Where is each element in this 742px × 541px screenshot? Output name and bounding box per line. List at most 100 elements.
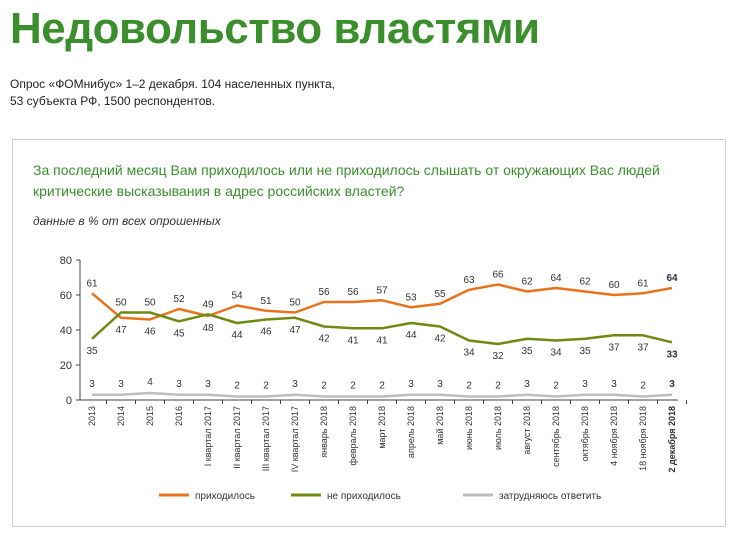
data-label-series-2: 34: [550, 348, 562, 359]
data-label-series-2: 42: [318, 334, 330, 345]
data-label-series-3: 2: [495, 381, 501, 392]
legend-label-2: не приходилось: [327, 491, 401, 502]
data-label-series-3: 2: [263, 381, 269, 392]
data-label-series-2: 37: [637, 342, 649, 353]
data-label-series-3: 2: [379, 381, 385, 392]
data-label-series-3: 3: [669, 379, 675, 390]
y-tick-label: 20: [60, 360, 72, 372]
survey-source: Опрос «ФОМнибус» 1–2 декабря. 104 населе…: [10, 76, 370, 110]
data-label-series-2: 34: [463, 348, 475, 359]
x-tick-label: апрель 2018: [406, 406, 416, 458]
data-label-series-1: 61: [86, 278, 98, 289]
data-label-series-3: 3: [611, 379, 617, 390]
x-tick-label: сентябрь 2018: [551, 406, 561, 467]
data-label-series-3: 3: [408, 379, 414, 390]
data-label-series-1: 53: [405, 292, 417, 303]
data-label-series-3: 4: [147, 377, 153, 388]
data-label-series-2: 49: [202, 299, 214, 310]
data-label-series-1: 54: [231, 291, 243, 302]
data-label-series-2: 35: [86, 346, 98, 357]
data-label-series-3: 2: [350, 381, 356, 392]
y-tick-label: 60: [60, 290, 72, 302]
legend-label-1: приходилось: [195, 491, 255, 502]
x-tick-label: 2015: [145, 406, 155, 426]
unit-note: данные в % от всех опрошенных: [33, 214, 221, 228]
x-tick-label: октябрь 2018: [580, 406, 590, 461]
x-tick-label: август 2018: [522, 406, 532, 455]
x-tick-label: 2013: [87, 406, 97, 426]
data-label-series-1: 60: [608, 280, 620, 291]
x-tick-label: февраль 2018: [348, 406, 358, 466]
data-label-series-2: 46: [260, 327, 272, 338]
page-title: Недовольство властями: [10, 4, 540, 53]
x-tick-label: июнь 2018: [464, 406, 474, 450]
data-label-series-3: 3: [89, 379, 95, 390]
data-label-series-1: 46: [144, 327, 156, 338]
data-label-series-2: 44: [405, 330, 417, 341]
x-tick-label: III квартал 2017: [261, 406, 271, 471]
x-tick-label: 2 декабря 2018: [667, 406, 677, 472]
data-label-series-1: 56: [347, 287, 359, 298]
source-line-2: 53 субъекта РФ, 1500 респондентов.: [10, 94, 216, 108]
legend-label-3: затрудняюсь ответить: [499, 491, 601, 502]
data-label-series-1: 64: [550, 273, 562, 284]
survey-question: За последний месяц Вам приходилось или н…: [33, 162, 660, 199]
x-tick-label: январь 2018: [319, 406, 329, 458]
y-tick-label: 40: [60, 325, 72, 337]
data-label-series-1: 62: [521, 277, 533, 288]
line-chart: 0 20 40 60 80 2013 2014 2015 2016 I квартал 2017 I…: [60, 255, 687, 502]
data-label-series-2: 32: [492, 351, 504, 362]
data-label-series-3: 2: [640, 381, 646, 392]
data-label-series-1: 64: [666, 273, 678, 284]
data-label-series-2: 50: [115, 298, 127, 309]
data-label-series-1: 57: [376, 285, 388, 296]
data-label-series-3: 3: [205, 379, 211, 390]
data-label-series-3: 3: [524, 379, 530, 390]
data-label-series-2: 45: [173, 328, 185, 339]
data-label-series-1: 56: [318, 287, 330, 298]
data-label-series-3: 3: [582, 379, 588, 390]
data-label-series-2: 41: [376, 335, 388, 346]
series-line-1: [91, 283, 673, 321]
x-tick-label: март 2018: [377, 406, 387, 449]
data-label-series-1: 48: [202, 323, 214, 334]
y-tick-label: 0: [66, 395, 72, 407]
x-tick-label: II квартал 2017: [232, 406, 242, 469]
y-tick-label: 80: [60, 255, 72, 267]
data-label-series-1: 50: [289, 298, 301, 309]
data-label-series-1: 61: [637, 278, 649, 289]
data-label-series-2: 35: [579, 346, 591, 357]
data-label-series-1: 52: [173, 294, 185, 305]
data-label-series-3: 3: [437, 379, 443, 390]
data-label-series-3: 2: [234, 381, 240, 392]
data-label-series-3: 3: [176, 379, 182, 390]
data-label-series-2: 44: [231, 330, 243, 341]
data-label-series-1: 47: [115, 325, 127, 336]
x-tick-label: июль 2018: [493, 406, 503, 450]
x-tick-label: IV квартал 2017: [290, 406, 300, 472]
x-tick-label: 18 ноября 2018: [638, 406, 648, 471]
x-tick-label: 2016: [174, 406, 184, 426]
data-label-series-2: 42: [434, 334, 446, 345]
data-label-series-2: 35: [521, 346, 533, 357]
x-tick-label: I квартал 2017: [203, 406, 213, 466]
series-line-2: [91, 311, 673, 346]
series-line-3: [92, 391, 673, 398]
x-tick-label: май 2018: [435, 406, 445, 445]
data-label-series-2: 50: [144, 298, 156, 309]
x-tick-label: 4 ноября 2018: [609, 406, 619, 466]
data-label-series-2: 37: [608, 342, 620, 353]
data-label-series-1: 55: [434, 289, 446, 300]
data-label-series-1: 63: [463, 275, 475, 286]
data-label-series-3: 2: [466, 381, 472, 392]
source-line-1: Опрос «ФОМнибус» 1–2 декабря. 104 населе…: [10, 77, 335, 91]
data-label-series-2: 33: [666, 349, 678, 360]
data-label-series-2: 47: [289, 325, 301, 336]
data-label-series-3: 3: [118, 379, 124, 390]
data-label-series-1: 62: [579, 277, 591, 288]
data-label-series-3: 2: [553, 381, 559, 392]
chart-panel: За последний месяц Вам приходилось или н…: [12, 139, 726, 527]
data-label-series-3: 2: [321, 381, 327, 392]
data-label-series-2: 41: [347, 335, 359, 346]
x-tick-label: 2014: [116, 406, 126, 426]
